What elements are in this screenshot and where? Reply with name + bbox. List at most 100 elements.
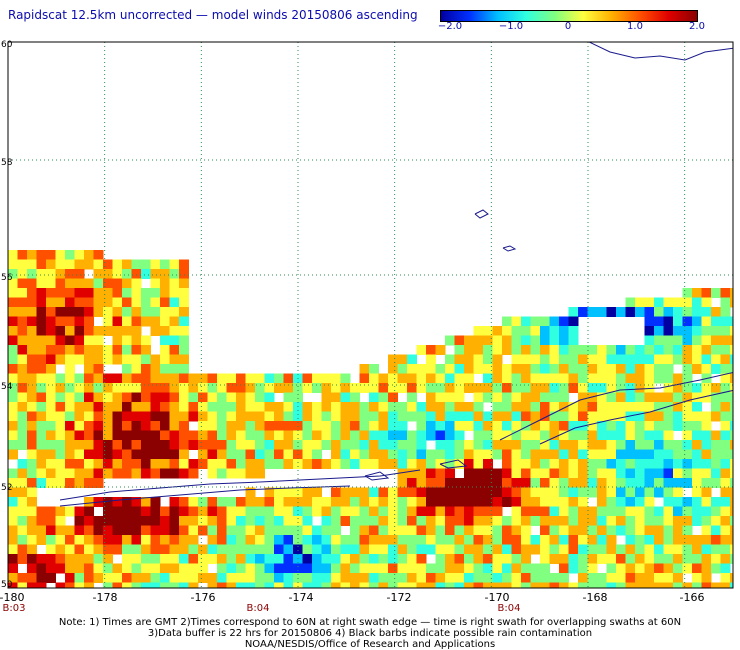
swath-cell (112, 345, 123, 355)
swath-cell (160, 535, 170, 545)
swath-cell (207, 459, 218, 469)
swath-cell (616, 582, 626, 588)
swath-cell (549, 430, 560, 441)
swath-cell (36, 326, 47, 336)
swath-cell (198, 383, 208, 393)
swath-cell (530, 316, 541, 327)
swath-cell (397, 497, 408, 507)
swath-cell (559, 392, 569, 403)
swath-cell (711, 525, 721, 536)
swath-cell (464, 421, 474, 431)
lat-label-56: 56 (1, 273, 13, 283)
swath-cell (540, 430, 550, 441)
swath-cell (369, 421, 379, 431)
swath-cell (711, 468, 721, 479)
swath-cell (378, 430, 389, 441)
swath-cell (492, 373, 503, 384)
swath-cell (55, 250, 66, 260)
swath-cell (131, 392, 142, 403)
swath-cell (236, 525, 246, 536)
swath-cell (701, 335, 712, 346)
swath-cell (663, 525, 674, 536)
swath-cell (84, 516, 94, 526)
swath-cell (511, 364, 522, 374)
swath-cell (426, 459, 436, 469)
swath-cell (692, 449, 702, 460)
swath-cell (359, 525, 370, 536)
swath-cell (540, 326, 550, 336)
swath-cell (644, 487, 655, 498)
swath-cell (483, 459, 493, 469)
swath-cell (682, 516, 693, 526)
swath-cell (169, 535, 180, 545)
swath-time-label-1: B:03 (2, 603, 26, 614)
swath-cell (150, 421, 161, 431)
swath-cell (568, 421, 579, 431)
swath-cell (663, 354, 674, 365)
swath-cell (644, 326, 655, 336)
swath-cell (587, 582, 598, 588)
swath-cell (568, 516, 579, 526)
swath-cell (160, 573, 170, 583)
swath-cell (549, 516, 560, 526)
swath-cell (692, 316, 702, 327)
swath-cell (93, 297, 104, 308)
swath-cell (36, 288, 47, 298)
swath-cell (597, 582, 607, 588)
swath-cell (169, 326, 180, 336)
swath-cell (530, 449, 541, 460)
swath-cell (587, 468, 598, 479)
swath-cell (549, 449, 560, 460)
swath-cell (359, 430, 370, 441)
swath-cell (141, 364, 151, 374)
swath-cell (8, 278, 18, 289)
swath-cell (84, 525, 94, 536)
swath-cell (331, 440, 341, 450)
swath-cell (663, 364, 674, 374)
swath-cell (245, 525, 256, 536)
coastline-segment (474, 209, 489, 219)
swath-cell (473, 487, 484, 498)
swath-cell (169, 402, 180, 412)
swath-cell (720, 345, 731, 355)
swath-cell (616, 440, 626, 450)
swath-cell (84, 459, 94, 469)
swath-cell (511, 573, 522, 583)
swath-cell (587, 563, 598, 574)
swath-cell (397, 468, 408, 479)
swath-cell (340, 459, 351, 469)
swath-cell (578, 345, 588, 355)
swath-cell (454, 554, 465, 564)
swath-cell (112, 259, 123, 270)
swath-cell (264, 459, 275, 469)
swath-cell (397, 430, 408, 441)
swath-cell (150, 554, 161, 564)
swath-cell (160, 544, 170, 555)
swath-cell (578, 554, 588, 564)
swath-cell (502, 392, 512, 403)
coastline-segment (439, 459, 468, 469)
swath-cell (578, 535, 588, 545)
swath-cell (65, 297, 75, 308)
swath-cell (312, 373, 322, 384)
swath-cell (511, 459, 522, 469)
swath-cell (711, 402, 721, 412)
swath-cell (397, 487, 408, 498)
swath-cell (673, 307, 683, 317)
swath-cell (74, 440, 85, 450)
swath-cell (559, 354, 569, 365)
swath-cell (635, 430, 645, 441)
swath-cell (388, 449, 398, 460)
swath-cell (93, 269, 104, 279)
swath-cell (635, 535, 645, 545)
swath-cell (74, 430, 85, 441)
swath-cell (46, 554, 56, 564)
swath-cell (331, 487, 341, 498)
swath-cell (65, 250, 75, 260)
swath-cell (549, 392, 560, 403)
swath-cell (112, 316, 123, 327)
swath-cell (578, 478, 588, 488)
swath-cell (226, 563, 237, 574)
swath-cell (464, 554, 474, 564)
